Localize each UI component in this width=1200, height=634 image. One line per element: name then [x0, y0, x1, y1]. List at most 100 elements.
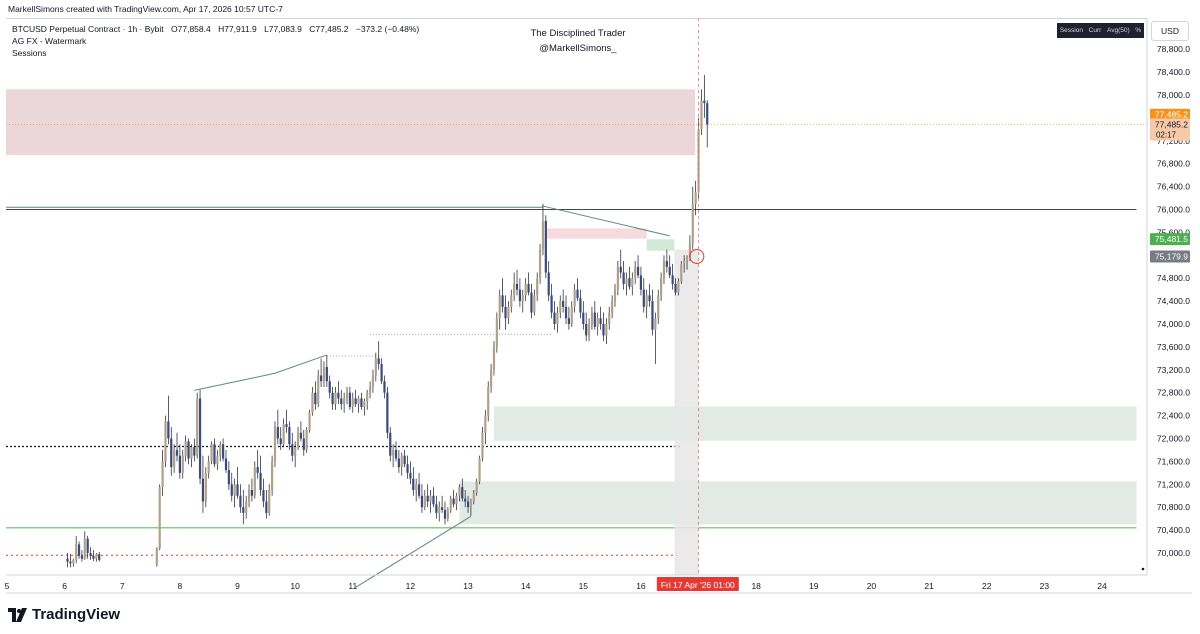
indicator-watermark-label[interactable]: AG FX - Watermark — [12, 36, 87, 46]
candle[interactable] — [380, 358, 383, 385]
candle[interactable] — [305, 427, 308, 453]
candle[interactable] — [178, 444, 181, 479]
candle[interactable] — [314, 381, 317, 410]
candle[interactable] — [685, 255, 689, 270]
currency-selector[interactable]: USD — [1151, 21, 1189, 41]
candle[interactable] — [95, 553, 98, 562]
candle[interactable] — [386, 386, 389, 439]
candle[interactable] — [527, 272, 530, 296]
candle[interactable] — [331, 386, 334, 410]
candle[interactable] — [547, 261, 550, 302]
trendline[interactable] — [194, 354, 328, 391]
candle[interactable] — [242, 490, 245, 525]
candle[interactable] — [245, 495, 248, 519]
candle[interactable] — [642, 278, 645, 313]
candle[interactable] — [213, 438, 216, 468]
candle[interactable] — [371, 369, 375, 393]
price-chart[interactable]: 70,000.0 70,400.0 70,800.0 71,200.0 71,600.0… — [0, 0, 1200, 600]
candle[interactable] — [541, 203, 545, 256]
candle[interactable] — [279, 427, 282, 450]
candle[interactable] — [498, 289, 501, 330]
candle[interactable] — [524, 278, 527, 302]
candle[interactable] — [259, 455, 262, 496]
candle[interactable] — [706, 100, 709, 148]
candle[interactable] — [611, 295, 614, 319]
demand-zone[interactable] — [459, 481, 1137, 525]
trendline[interactable] — [542, 205, 670, 237]
candle[interactable] — [299, 421, 303, 442]
candle[interactable] — [262, 478, 265, 508]
candle[interactable] — [556, 306, 559, 333]
candle[interactable] — [464, 490, 467, 508]
candle[interactable] — [694, 180, 697, 216]
candle[interactable] — [294, 441, 297, 468]
candle[interactable] — [466, 495, 470, 513]
candle[interactable] — [515, 269, 519, 296]
candle[interactable] — [680, 261, 683, 284]
candle[interactable] — [513, 272, 516, 302]
candle[interactable] — [674, 278, 677, 296]
candle[interactable] — [628, 266, 631, 290]
candle[interactable] — [550, 283, 553, 319]
time-axis[interactable]: 5 6 7 8 9 10 11 12 13 14 15 16 18 19 20 21 22 23 24 — [5, 581, 1107, 591]
candle[interactable] — [608, 306, 611, 330]
candle[interactable] — [155, 547, 158, 567]
candle[interactable] — [429, 490, 432, 513]
candle[interactable] — [602, 312, 605, 342]
candle[interactable] — [544, 215, 547, 279]
demand-zone[interactable] — [493, 406, 1137, 441]
candle[interactable] — [337, 381, 340, 405]
candle[interactable] — [270, 455, 274, 496]
candle[interactable] — [236, 467, 239, 499]
candle[interactable] — [501, 278, 504, 313]
candle[interactable] — [276, 409, 279, 445]
candle[interactable] — [161, 449, 164, 496]
candle[interactable] — [308, 409, 311, 433]
candle[interactable] — [518, 278, 522, 307]
candle[interactable] — [377, 341, 380, 370]
candle[interactable] — [668, 255, 671, 279]
candle[interactable] — [69, 554, 72, 568]
candle[interactable] — [227, 461, 230, 491]
candle[interactable] — [562, 289, 565, 313]
candle[interactable] — [80, 550, 84, 562]
candle[interactable] — [181, 449, 184, 479]
candle[interactable] — [86, 535, 89, 559]
candle[interactable] — [677, 278, 680, 296]
candle[interactable] — [564, 295, 568, 324]
candle[interactable] — [334, 386, 337, 410]
candle[interactable] — [533, 289, 536, 316]
candle[interactable] — [446, 507, 449, 522]
candle[interactable] — [302, 429, 305, 456]
candle[interactable] — [207, 455, 210, 479]
candle[interactable] — [201, 455, 205, 513]
candle[interactable] — [164, 415, 167, 468]
candle[interactable] — [319, 358, 323, 387]
candle[interactable] — [345, 386, 349, 405]
candle[interactable] — [492, 341, 496, 376]
candle[interactable] — [394, 441, 398, 462]
candle[interactable] — [230, 472, 233, 502]
candle[interactable] — [328, 375, 331, 399]
candle[interactable] — [590, 306, 594, 330]
candle[interactable] — [98, 551, 101, 562]
candle[interactable] — [461, 478, 464, 502]
candle[interactable] — [662, 255, 666, 284]
candle[interactable] — [198, 389, 202, 485]
candle[interactable] — [204, 467, 207, 508]
candle[interactable] — [357, 395, 360, 413]
trendline[interactable] — [355, 515, 472, 588]
candle[interactable] — [469, 498, 473, 516]
candle[interactable] — [683, 255, 686, 273]
candle[interactable] — [634, 261, 637, 284]
candle[interactable] — [504, 295, 507, 330]
candle[interactable] — [92, 550, 95, 562]
candle[interactable] — [268, 484, 271, 516]
candle[interactable] — [443, 501, 447, 525]
candle[interactable] — [374, 352, 377, 382]
candle[interactable] — [250, 478, 254, 502]
candle[interactable] — [484, 409, 487, 445]
candle[interactable] — [648, 283, 651, 307]
candle[interactable] — [487, 381, 490, 422]
candle[interactable] — [700, 89, 703, 136]
